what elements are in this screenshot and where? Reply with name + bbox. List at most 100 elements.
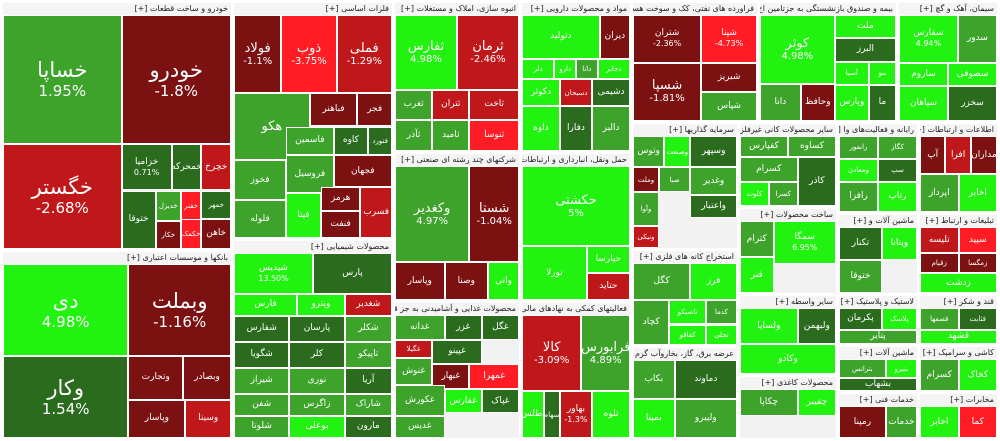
- stock-tile[interactable]: زاگرس: [289, 393, 345, 416]
- stock-tile[interactable]: بشهاب: [839, 378, 917, 391]
- stock-tile[interactable]: دسبحان: [559, 78, 593, 107]
- stock-tile[interactable]: ذوب -3.75%: [281, 15, 337, 94]
- stock-tile[interactable]: پکرمان: [839, 308, 882, 330]
- stock-tile[interactable]: غفارس: [444, 388, 482, 414]
- stock-tile[interactable]: سهام: [543, 391, 560, 438]
- stock-tile[interactable]: شگویا: [234, 341, 290, 368]
- stock-tile[interactable]: زمگسا: [958, 253, 997, 274]
- stock-tile[interactable]: غدانه: [395, 315, 445, 340]
- stock-tile[interactable]: مارون: [344, 415, 392, 438]
- stock-tile[interactable]: ولبهمن: [797, 308, 836, 345]
- stock-tile[interactable]: کسرام: [740, 157, 798, 182]
- stock-tile[interactable]: شکلر: [344, 315, 392, 342]
- stock-tile[interactable]: بترانس: [839, 359, 886, 379]
- stock-tile[interactable]: خدمات: [885, 406, 917, 438]
- stock-tile[interactable]: پارس: [313, 253, 392, 294]
- stock-tile[interactable]: خديزل: [155, 190, 181, 221]
- stock-tile[interactable]: ثامید: [432, 119, 470, 151]
- stock-tile[interactable]: آریا: [344, 367, 392, 394]
- stock-tile[interactable]: واعتبار: [690, 195, 737, 218]
- stock-tile[interactable]: دیران: [599, 15, 630, 59]
- stock-tile[interactable]: نوری: [289, 367, 345, 394]
- stock-tile[interactable]: ثرمان -2.46%: [457, 15, 519, 90]
- stock-tile[interactable]: غمهرا: [469, 364, 519, 389]
- stock-tile[interactable]: وآوا: [633, 192, 659, 226]
- stock-tile[interactable]: دانا: [576, 58, 598, 79]
- stock-tile[interactable]: شپدیس 13.50%: [234, 253, 313, 294]
- stock-tile[interactable]: خچرخ: [201, 143, 231, 191]
- stock-tile[interactable]: شفارس: [234, 315, 290, 342]
- stock-tile[interactable]: ومعادن: [839, 158, 878, 182]
- stock-tile[interactable]: شغدیر: [344, 293, 392, 316]
- stock-tile[interactable]: کما: [958, 406, 997, 438]
- stock-tile[interactable]: دی 4.98%: [3, 264, 129, 357]
- stock-tile[interactable]: شستا -1.04%: [469, 166, 519, 263]
- stock-tile[interactable]: هکو: [234, 93, 310, 160]
- stock-tile[interactable]: وکار 1.54%: [3, 356, 129, 438]
- stock-tile[interactable]: ثاخت: [469, 89, 519, 120]
- stock-tile[interactable]: آسیا: [834, 61, 869, 85]
- stock-tile[interactable]: رتاپ: [878, 181, 917, 212]
- stock-tile[interactable]: تجلی: [705, 324, 737, 345]
- stock-tile[interactable]: دجابر: [597, 58, 630, 79]
- stock-tile[interactable]: سپید: [958, 227, 997, 254]
- stock-tile[interactable]: سفارس 4.94%: [899, 15, 958, 63]
- stock-tile[interactable]: خكار: [155, 220, 181, 249]
- stock-tile[interactable]: وتجارت: [128, 356, 184, 400]
- stock-tile[interactable]: فولاد -1.1%: [234, 15, 282, 94]
- stock-tile[interactable]: غبهار: [432, 364, 470, 389]
- stock-tile[interactable]: وپاسار: [128, 399, 186, 438]
- stock-tile[interactable]: پلاسک: [881, 308, 917, 330]
- stock-tile[interactable]: سصوفی: [948, 62, 997, 86]
- stock-tile[interactable]: فاسمین: [286, 126, 334, 156]
- stock-tile[interactable]: کلوت: [740, 181, 769, 206]
- stock-tile[interactable]: سپاهان: [899, 86, 948, 121]
- stock-tile[interactable]: وکغدیر 4.97%: [395, 166, 470, 263]
- stock-tile[interactable]: کخاک: [958, 359, 997, 391]
- stock-tile[interactable]: ختوقا: [121, 190, 156, 249]
- stock-tile[interactable]: وسپهر: [690, 136, 737, 168]
- stock-tile[interactable]: وکادو: [740, 344, 836, 374]
- stock-tile[interactable]: آپ: [920, 136, 946, 174]
- stock-tile[interactable]: واتی: [488, 262, 519, 300]
- stock-tile[interactable]: فباهنر: [309, 93, 358, 127]
- stock-tile[interactable]: کفاقو: [669, 324, 706, 345]
- stock-tile[interactable]: وسینا: [185, 399, 231, 438]
- stock-tile[interactable]: خاهن: [201, 218, 231, 249]
- stock-tile[interactable]: فخوز: [234, 159, 287, 201]
- stock-tile[interactable]: غپینو: [432, 339, 482, 365]
- stock-tile[interactable]: فنفت: [320, 211, 361, 238]
- stock-tile[interactable]: شپاس: [701, 92, 757, 121]
- stock-tile[interactable]: وپاسار: [395, 262, 445, 300]
- stock-tile[interactable]: تلوه: [592, 391, 630, 438]
- stock-tile[interactable]: خکمک: [180, 218, 202, 249]
- stock-tile[interactable]: کفپارس: [740, 136, 788, 157]
- stock-tile[interactable]: فرز: [690, 263, 737, 300]
- stock-tile[interactable]: خگستر -2.68%: [3, 143, 122, 249]
- stock-tile[interactable]: تاصیکو: [669, 299, 706, 325]
- stock-tile[interactable]: بمپنا: [633, 399, 675, 438]
- stock-tile[interactable]: شیراز: [234, 367, 290, 394]
- stock-tile[interactable]: شسپا -1.81%: [633, 62, 702, 121]
- stock-tile[interactable]: هرمز: [320, 186, 361, 212]
- stock-tile[interactable]: تکنار: [839, 227, 882, 260]
- stock-tile[interactable]: افرا: [945, 136, 971, 174]
- stock-tile[interactable]: شتران -2.36%: [633, 15, 702, 63]
- stock-tile[interactable]: کوثر 4.98%: [760, 15, 835, 84]
- stock-tile[interactable]: فلوله: [234, 200, 287, 238]
- stock-tile[interactable]: چکاپا: [740, 389, 798, 416]
- stock-tile[interactable]: تورلا: [522, 246, 587, 300]
- stock-tile[interactable]: وپترو: [297, 293, 345, 316]
- stock-tile[interactable]: خمحرکه: [171, 143, 202, 191]
- stock-tile[interactable]: وتوس: [633, 136, 665, 168]
- stock-tile[interactable]: قصفها: [920, 308, 959, 330]
- stock-tile[interactable]: حتاید: [586, 273, 630, 300]
- stock-tile[interactable]: دانا: [760, 83, 801, 121]
- stock-tile[interactable]: کچاد: [633, 299, 670, 345]
- stock-tile[interactable]: بهاور -1.3%: [559, 391, 593, 438]
- stock-tile[interactable]: خودرو -1.8%: [121, 15, 231, 144]
- stock-tile[interactable]: اطلس: [522, 391, 544, 438]
- stock-tile[interactable]: سدور: [957, 15, 997, 63]
- stock-tile[interactable]: کترام: [740, 221, 774, 257]
- stock-tile[interactable]: دکوثر: [522, 78, 560, 107]
